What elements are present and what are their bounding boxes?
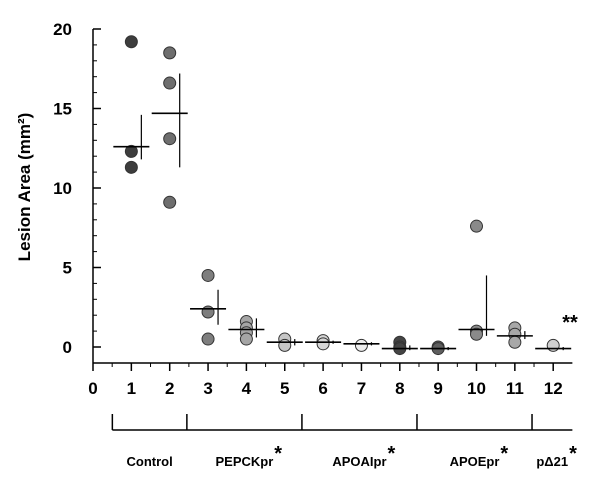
data-point: [124, 160, 138, 174]
y-tick-label: 0: [63, 338, 72, 357]
x-tick-label: 10: [467, 379, 486, 398]
significance-annotation: **: [562, 312, 578, 334]
y-tick-label: 5: [63, 259, 72, 278]
x-tick-label: 6: [318, 379, 327, 398]
group-significance-star: *: [274, 443, 282, 465]
x-tick-label: 3: [203, 379, 212, 398]
x-tick-label: 1: [127, 379, 136, 398]
data-point: [239, 332, 253, 346]
data-point: [470, 219, 483, 233]
data-point: [316, 337, 330, 351]
data-point: [470, 327, 483, 341]
group-label: PEPCKpr: [216, 454, 274, 469]
data-point: [163, 132, 177, 146]
data-point: [278, 338, 292, 352]
data-point: [201, 332, 215, 346]
y-axis-label: Lesion Area (mm²): [15, 113, 34, 262]
x-tick-label: 9: [433, 379, 442, 398]
group-label: APOAIpr: [332, 454, 386, 469]
x-tick-label: 0: [88, 379, 97, 398]
axes-layer: [92, 28, 573, 431]
data-point: [546, 338, 560, 352]
x-tick-label: 4: [242, 379, 252, 398]
y-tick-label: 10: [53, 179, 72, 198]
data-point: [201, 268, 215, 282]
x-tick-label: 11: [506, 379, 524, 398]
data-point: [163, 76, 177, 90]
group-label: Control: [127, 454, 173, 469]
x-tick-label: 2: [165, 379, 174, 398]
data-point: [508, 335, 522, 349]
x-tick-label: 8: [395, 379, 404, 398]
x-tick-label: 12: [544, 379, 563, 398]
marks-layer: [113, 35, 572, 356]
y-tick-label: 20: [53, 20, 72, 39]
group-label: pΔ21: [536, 454, 568, 469]
data-point: [163, 195, 177, 209]
group-label: APOEpr: [450, 454, 500, 469]
data-point: [201, 305, 215, 319]
group-significance-star: *: [388, 443, 396, 465]
data-point: [163, 46, 177, 60]
data-point: [124, 35, 138, 49]
data-point: [124, 144, 138, 158]
group-significance-star: *: [569, 443, 577, 465]
x-tick-label: 5: [280, 379, 289, 398]
x-tick-label: 7: [357, 379, 366, 398]
data-point: [354, 338, 368, 352]
y-tick-label: 15: [53, 100, 72, 119]
group-significance-star: *: [500, 443, 508, 465]
